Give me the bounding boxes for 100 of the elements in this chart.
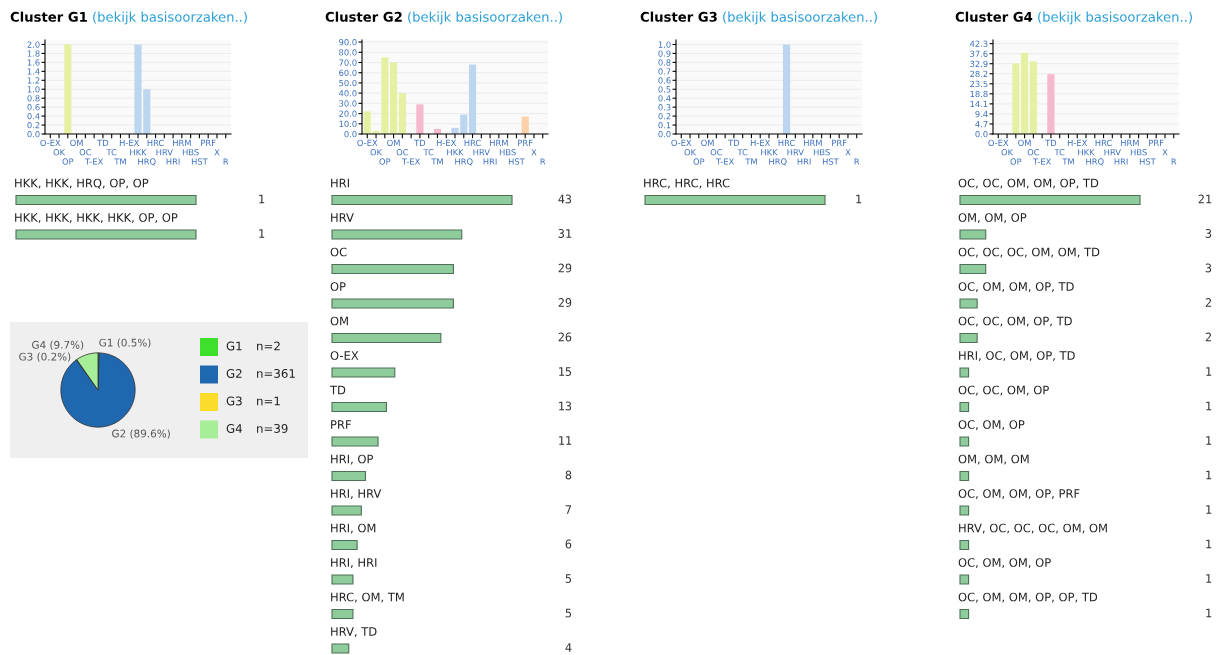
- x-tick-label: X: [1162, 149, 1168, 156]
- y-tick-label: OC, OC, OM, OM, OP, TD: [958, 178, 1099, 189]
- x-tick-label: HKK: [130, 149, 147, 156]
- y-tick-label: HRI, OM: [331, 523, 376, 534]
- y-tick-label: OC, OC, OM, OP: [958, 385, 1049, 396]
- data-label: 29: [558, 263, 572, 273]
- x-tick-label: HRV: [787, 149, 804, 156]
- y-tick-label: 0.0: [975, 130, 988, 138]
- chart-title: Cluster G2: [325, 11, 402, 22]
- data-label: 1: [1206, 608, 1212, 618]
- legend-label: G3: [226, 396, 242, 406]
- y-tick-label: 90.0: [339, 39, 357, 46]
- y-tick-label: HRV: [331, 213, 354, 222]
- y-tick-label: 0.5: [658, 86, 671, 93]
- x-tick-label: HRQ: [138, 158, 156, 166]
- x-tick-label: HBS: [1130, 149, 1147, 156]
- y-tick-label: 0.6: [27, 104, 40, 111]
- x-tick-label: OK: [1001, 149, 1014, 156]
- x-tick-label: HRV: [156, 149, 173, 156]
- y-tick-label: 0.0: [658, 130, 671, 138]
- y-tick-label: OC, OM, OM, OP, TD: [958, 282, 1074, 293]
- y-tick-label: HRI: [331, 178, 349, 188]
- chart-title: Cluster G4: [955, 11, 1033, 22]
- data-label: 5: [565, 608, 572, 618]
- y-tick-label: 28.2: [970, 70, 988, 78]
- data-label: 15: [559, 367, 572, 376]
- x-tick-label: OM: [70, 139, 83, 147]
- x-tick-label: HRI: [797, 158, 811, 165]
- x-tick-label: TM: [1062, 158, 1074, 165]
- data-label: 1: [1206, 539, 1212, 549]
- chart-subtitle: (bekijk basisoorzaken..): [1038, 11, 1192, 25]
- x-tick-label: O-EX: [988, 139, 1009, 147]
- x-tick-label: HRM: [173, 139, 191, 146]
- x-tick-label: T-EX: [1032, 158, 1052, 165]
- data-label: 1: [1206, 505, 1212, 514]
- y-tick-label: OM: [330, 316, 348, 326]
- x-tick-label: HST: [508, 158, 525, 165]
- y-tick-label: TD: [329, 385, 346, 395]
- data-label: G2 (89.6%): [112, 429, 170, 439]
- y-tick-label: 40.0: [338, 90, 357, 97]
- y-tick-label: 50.0: [339, 79, 357, 87]
- y-tick-label: 60.0: [339, 69, 357, 76]
- y-tick-label: 23.5: [970, 80, 988, 88]
- y-tick-label: OC, OM, OM, OP, OP, TD: [958, 592, 1098, 603]
- chart-title: Cluster G1: [10, 11, 87, 22]
- y-tick-label: 70.0: [339, 59, 357, 66]
- y-tick-label: HRV, TD: [331, 627, 377, 638]
- y-tick-label: 20.0: [339, 110, 357, 117]
- y-tick-label: 1.6: [27, 59, 40, 66]
- y-tick-label: 0.2: [658, 113, 671, 120]
- y-tick-label: 1.2: [27, 77, 40, 84]
- x-tick-label: HRM: [804, 139, 822, 146]
- y-tick-label: 2.0: [27, 41, 40, 48]
- data-label: 26: [558, 332, 572, 342]
- data-label: 1: [1206, 436, 1212, 445]
- x-tick-label: TD: [97, 139, 109, 146]
- x-tick-label: OC: [710, 149, 723, 156]
- data-label: 7: [565, 505, 572, 514]
- y-tick-label: OM, OM, OP: [958, 213, 1027, 224]
- x-tick-label: TC: [1054, 149, 1065, 156]
- x-tick-label: OK: [53, 149, 66, 156]
- y-tick-label: 4.7: [975, 121, 988, 128]
- x-tick-label: R: [854, 158, 860, 165]
- y-tick-label: OC, OM, OM, OP: [958, 558, 1051, 569]
- x-tick-label: HRQ: [455, 158, 473, 166]
- y-tick-label: OC, OC, OM, OP, TD: [958, 316, 1072, 327]
- x-tick-label: O-EX: [671, 139, 692, 147]
- data-label: 5: [565, 574, 572, 583]
- x-tick-label: OP: [379, 158, 391, 165]
- data-label: G1 (0.5%): [99, 338, 151, 348]
- y-tick-label: 1.0: [27, 86, 40, 93]
- data-label: 2: [1205, 332, 1211, 342]
- legend-label: G4: [226, 424, 242, 433]
- x-tick-label: HRQ: [769, 158, 787, 166]
- x-tick-label: T-EX: [84, 158, 104, 165]
- x-tick-label: HRC: [778, 139, 795, 147]
- y-tick-label: 0.2: [27, 122, 40, 129]
- y-tick-label: OC, OM, OM, OP, PRF: [958, 489, 1080, 500]
- chart-subtitle: (bekijk basisoorzaken..): [723, 11, 877, 25]
- text: n=1: [257, 396, 280, 406]
- x-tick-label: H-EX: [119, 139, 140, 146]
- x-tick-label: X: [845, 149, 851, 156]
- y-tick-label: 32.9: [970, 60, 988, 67]
- x-tick-label: HST: [822, 158, 839, 165]
- x-tick-label: T-EX: [715, 158, 735, 165]
- x-tick-label: HKK: [447, 149, 464, 156]
- data-label: 3: [1205, 263, 1212, 273]
- data-label: 31: [558, 229, 572, 238]
- data-label: 1: [1206, 367, 1212, 376]
- data-label: G3 (0.2%): [19, 352, 71, 362]
- y-tick-label: 9.4: [975, 110, 988, 118]
- x-tick-label: T-EX: [401, 158, 421, 165]
- x-tick-label: R: [1171, 158, 1177, 165]
- x-tick-label: HRM: [490, 139, 508, 146]
- data-label: 2: [1205, 298, 1211, 307]
- data-label: G4 (9.7%): [32, 340, 84, 350]
- data-label: 1: [1206, 401, 1212, 411]
- x-tick-label: HRI: [1114, 158, 1128, 165]
- x-tick-label: TC: [106, 149, 117, 156]
- y-tick-label: O-EX: [330, 351, 359, 360]
